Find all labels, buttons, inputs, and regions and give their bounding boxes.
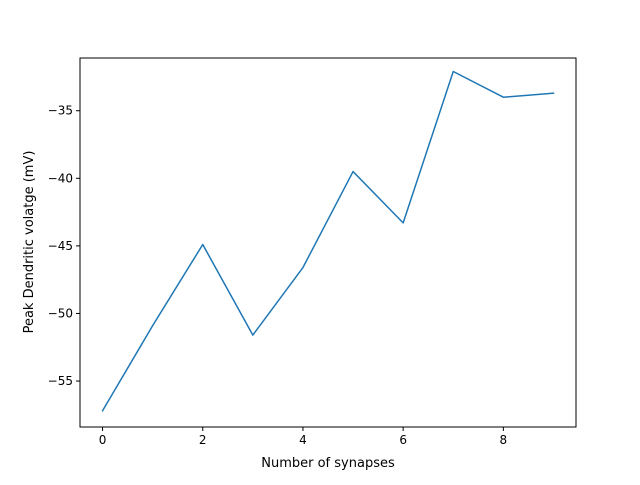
y-tick-label: −35 xyxy=(48,104,73,118)
x-axis-label: Number of synapses xyxy=(261,456,395,471)
x-tick-label: 4 xyxy=(299,433,307,447)
y-tick-label: −40 xyxy=(48,171,73,185)
x-tick-label: 2 xyxy=(199,433,207,447)
plot-frame xyxy=(79,57,577,428)
ticks-layer: 0 2 4 6 8 −55 −50 −45 −40 −35 xyxy=(48,104,508,447)
y-tick-label: −45 xyxy=(48,239,73,253)
y-tick-label: −55 xyxy=(48,374,73,388)
series-layer xyxy=(101,70,555,412)
x-tick-label: 0 xyxy=(99,433,107,447)
series-line xyxy=(101,70,555,412)
y-axis-label: Peak Dendritic volatge (mV) xyxy=(22,151,37,334)
x-tick-label: 8 xyxy=(500,433,508,447)
x-tick-label: 6 xyxy=(399,433,407,447)
y-tick-label: −50 xyxy=(48,306,73,320)
